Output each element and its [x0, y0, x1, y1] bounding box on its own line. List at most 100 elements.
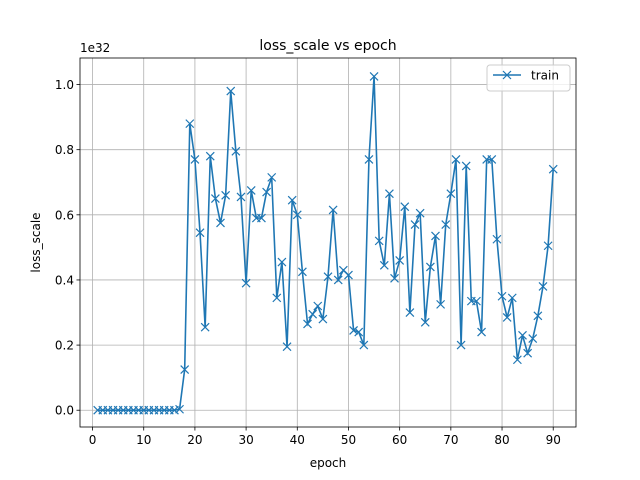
data-point-marker [492, 234, 502, 244]
data-point [461, 161, 471, 171]
data-point [216, 218, 225, 228]
data-point [221, 190, 231, 200]
data-point [538, 282, 548, 291]
data-point-marker [548, 164, 558, 174]
data-point [548, 164, 558, 174]
data-point-marker [425, 262, 435, 272]
data-point [277, 257, 287, 267]
data-point [441, 220, 451, 230]
y-tick-label: 1.0 [55, 78, 74, 92]
data-point-marker [236, 192, 246, 202]
data-point [395, 255, 405, 265]
x-tick-label: 80 [494, 433, 509, 447]
data-point-marker [231, 146, 241, 156]
data-point-marker [221, 190, 231, 200]
data-point-marker [282, 342, 292, 352]
data-point [364, 155, 374, 164]
data-point-marker [543, 241, 553, 251]
data-point-marker [359, 340, 369, 350]
data-point-marker [431, 231, 440, 241]
data-point [477, 327, 486, 337]
data-point [431, 231, 440, 241]
y-tick-label: 0.4 [55, 273, 74, 287]
data-point-marker [410, 220, 420, 230]
data-point [185, 119, 195, 129]
data-point-marker [297, 267, 307, 277]
data-point [313, 301, 323, 311]
axes-ticks: 0 10 20 30 40 50 60 70 80 90 0.0 0.2 0.4 0.6 0.8 1.0 [55, 78, 561, 447]
data-point-marker [308, 309, 318, 319]
data-point [369, 71, 379, 81]
data-point-marker [390, 273, 399, 283]
data-point-marker [512, 355, 522, 365]
data-point [231, 146, 241, 156]
data-point [451, 155, 461, 164]
data-point [272, 293, 282, 303]
data-point [523, 348, 533, 358]
data-point [379, 260, 389, 270]
data-point [420, 317, 430, 327]
data-point [287, 195, 297, 205]
data-point-marker [354, 327, 364, 337]
legend-marker-train [502, 70, 512, 80]
data-point-marker [477, 327, 486, 337]
data-point-marker [497, 291, 507, 301]
data-point-marker [415, 208, 425, 218]
data-point [349, 326, 359, 335]
x-tick-label: 60 [392, 433, 407, 447]
data-point-marker [210, 194, 220, 203]
data-point-marker [518, 330, 527, 340]
data-point-marker [287, 195, 297, 205]
data-point [384, 189, 394, 199]
data-point-marker [461, 161, 471, 171]
data-point [246, 185, 256, 195]
data-point-marker [292, 210, 302, 220]
legend-label-train: train [531, 69, 559, 83]
data-point [175, 404, 184, 414]
data-point [190, 155, 200, 164]
data-point-marker [303, 319, 312, 329]
x-tick-label: 40 [290, 433, 305, 447]
data-point [410, 220, 420, 230]
data-point-marker [538, 282, 548, 291]
data-point-marker [318, 314, 328, 324]
data-point-marker [216, 218, 225, 228]
data-point-marker [257, 213, 266, 223]
data-point [333, 275, 343, 285]
data-point [226, 86, 236, 96]
data-point-marker [267, 172, 277, 182]
data-point [262, 187, 272, 197]
data-point-marker [349, 326, 359, 335]
data-point-marker [369, 71, 379, 81]
data-point-marker [374, 236, 384, 246]
data-point [303, 319, 312, 329]
data-point [318, 314, 328, 324]
data-point-marker [246, 185, 256, 195]
data-point-marker [502, 312, 512, 322]
data-point [308, 309, 318, 319]
data-point-marker [226, 86, 236, 96]
data-point-marker [400, 202, 410, 212]
data-point-marker [333, 275, 343, 285]
data-point-marker [328, 205, 338, 215]
x-tick-label: 90 [546, 433, 561, 447]
data-point [497, 291, 507, 301]
data-point [344, 270, 353, 280]
y-tick-label: 0.8 [55, 143, 74, 157]
data-point-marker [379, 260, 389, 270]
grid [80, 58, 576, 427]
data-point [425, 262, 435, 272]
data-point-marker [528, 334, 538, 344]
x-tick-label: 20 [187, 433, 202, 447]
legend-marker-stroke [502, 70, 512, 80]
data-point [405, 308, 415, 317]
data-point [528, 334, 538, 344]
x-axis-label: epoch [310, 456, 347, 470]
data-point-marker [395, 255, 405, 265]
series-layer [93, 71, 558, 415]
data-point-marker [205, 151, 215, 161]
series-line-train [97, 76, 555, 412]
data-point-marker [175, 404, 184, 414]
y-tick-label: 0.6 [55, 208, 74, 222]
